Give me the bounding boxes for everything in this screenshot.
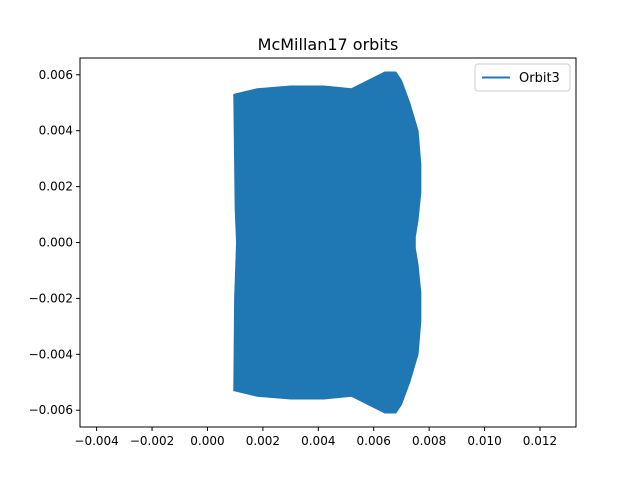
x-tick-label: −0.004 [74,434,118,448]
chart-title: McMillan17 orbits [258,35,399,54]
y-tick-label: −0.002 [29,291,73,305]
orbit3-series [233,71,422,414]
y-tick-label: 0.006 [39,68,73,82]
x-tick-label: −0.002 [130,434,174,448]
legend: Orbit3 [474,63,571,92]
x-tick-label: 0.000 [190,434,224,448]
y-axis-ticks: −0.006 −0.004 −0.002 0.000 0.002 0.004 0.006 [29,68,80,417]
y-tick-label: 0.004 [39,124,73,138]
x-tick-label: 0.008 [412,434,446,448]
y-tick-label: −0.006 [29,403,73,417]
x-tick-label: 0.012 [523,434,557,448]
x-tick-label: 0.002 [246,434,280,448]
legend-label-orbit3: Orbit3 [519,71,560,86]
x-tick-label: 0.006 [357,434,391,448]
x-tick-label: 0.004 [301,434,335,448]
x-tick-label: 0.010 [467,434,501,448]
y-tick-label: 0.000 [39,236,73,250]
y-tick-label: 0.002 [39,180,73,194]
y-tick-label: −0.004 [29,347,73,361]
axes-frame [79,57,577,428]
x-axis-ticks: −0.004 −0.002 0.000 0.002 0.004 0.006 0.008 0.0… [74,427,557,448]
legend-box [474,63,571,92]
